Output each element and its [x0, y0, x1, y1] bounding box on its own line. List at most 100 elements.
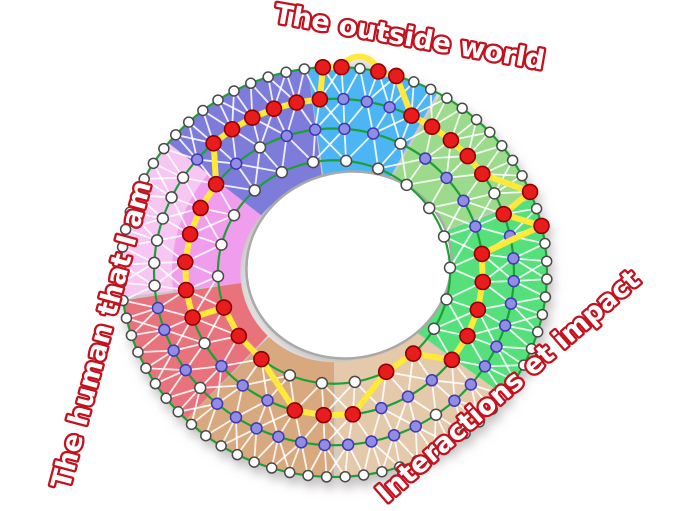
node — [275, 165, 289, 179]
node — [298, 63, 311, 75]
node — [339, 470, 351, 483]
red-node — [443, 351, 461, 369]
node — [167, 344, 180, 357]
node — [539, 237, 551, 250]
node — [215, 359, 228, 373]
red-node — [176, 253, 194, 271]
node — [394, 137, 407, 150]
node — [540, 255, 553, 268]
node — [539, 291, 552, 303]
red-node — [286, 402, 304, 419]
red-node — [521, 183, 539, 201]
red-node — [533, 217, 550, 235]
node — [422, 201, 436, 215]
node — [470, 113, 483, 126]
node — [387, 429, 401, 442]
node — [280, 66, 292, 79]
node — [478, 360, 492, 373]
node — [440, 293, 453, 306]
red-node — [459, 327, 476, 345]
red-node — [315, 406, 332, 424]
node — [261, 394, 274, 407]
node — [212, 94, 224, 106]
node — [130, 189, 143, 201]
red-node — [387, 67, 405, 85]
node — [498, 389, 510, 402]
node — [156, 212, 170, 225]
red-node — [474, 165, 491, 183]
node — [248, 184, 261, 197]
node — [229, 411, 243, 424]
node — [248, 456, 260, 468]
node — [306, 155, 320, 169]
node — [459, 427, 471, 440]
node — [190, 153, 204, 166]
node — [236, 379, 249, 392]
red-node — [215, 299, 233, 316]
node — [158, 142, 170, 155]
node — [408, 76, 420, 88]
node — [245, 77, 257, 90]
node — [443, 261, 457, 274]
node — [182, 116, 195, 128]
node — [338, 122, 351, 136]
node — [496, 140, 508, 152]
node — [283, 466, 296, 479]
red-node — [314, 58, 332, 76]
node — [265, 462, 278, 474]
node — [150, 234, 164, 247]
node — [302, 469, 314, 482]
node — [429, 408, 443, 422]
node — [507, 274, 520, 288]
node — [428, 447, 440, 459]
node — [215, 440, 227, 452]
node — [337, 92, 350, 106]
node — [354, 62, 366, 75]
node — [541, 273, 553, 285]
red-node — [369, 63, 387, 80]
node — [116, 241, 129, 253]
node — [125, 329, 138, 342]
red-node — [442, 131, 460, 149]
node — [197, 104, 209, 117]
node — [200, 429, 212, 442]
node — [440, 171, 453, 185]
node — [365, 435, 378, 448]
node — [294, 436, 308, 449]
node — [504, 297, 518, 310]
node — [262, 71, 274, 83]
node — [525, 343, 538, 355]
red-node — [459, 147, 477, 165]
node — [464, 378, 478, 391]
red-node — [253, 350, 270, 368]
node — [169, 129, 182, 141]
node — [228, 85, 240, 97]
node — [419, 152, 432, 165]
node — [172, 406, 184, 418]
node — [401, 390, 415, 403]
node — [484, 126, 496, 138]
red-node — [333, 58, 350, 76]
node — [320, 471, 333, 483]
node — [140, 362, 152, 374]
node — [448, 394, 461, 407]
red-node — [403, 107, 420, 124]
node — [272, 430, 285, 443]
node — [409, 420, 422, 433]
red-node — [311, 91, 329, 108]
node — [425, 374, 439, 387]
node — [151, 301, 165, 315]
red-node — [230, 327, 248, 345]
node — [148, 256, 161, 270]
node — [400, 178, 413, 192]
node — [120, 312, 133, 324]
node — [507, 252, 520, 265]
red-node — [181, 225, 199, 243]
node — [357, 469, 370, 481]
node — [280, 129, 293, 143]
node — [117, 294, 129, 307]
node — [160, 392, 172, 404]
red-node — [177, 281, 195, 299]
red-node — [405, 345, 422, 362]
node — [227, 208, 241, 222]
